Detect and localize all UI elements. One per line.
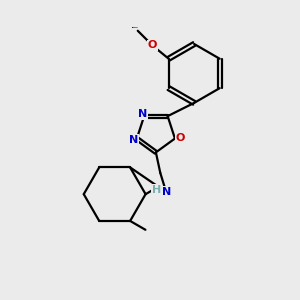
Text: O: O: [176, 133, 185, 143]
Text: H: H: [152, 185, 161, 195]
Text: N: N: [129, 135, 139, 145]
Text: methoxy: methoxy: [131, 27, 138, 28]
Text: O: O: [148, 40, 157, 50]
Text: N: N: [162, 187, 171, 196]
Text: N: N: [138, 109, 147, 119]
